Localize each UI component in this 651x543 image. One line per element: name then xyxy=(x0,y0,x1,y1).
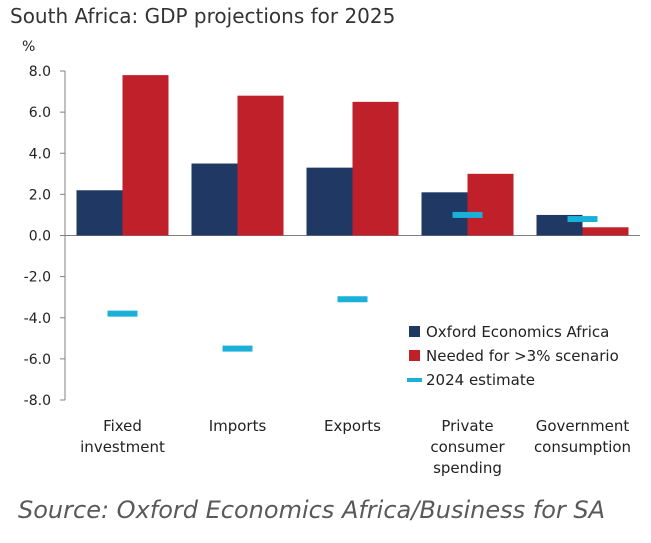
bar-oxford-economics-africa xyxy=(191,163,238,236)
legend-swatch xyxy=(407,378,422,382)
legend: Oxford Economics Africa Needed for >3% sc… xyxy=(407,323,619,389)
y-tick-label: -4.0 xyxy=(24,311,51,327)
category-label-line: Government xyxy=(536,417,630,435)
legend-label: Needed for >3% scenario xyxy=(426,347,619,365)
marker-2024-estimate xyxy=(452,211,483,218)
bars-layer xyxy=(76,75,629,236)
marker-2024-estimate xyxy=(107,310,138,317)
y-tick-label: -2.0 xyxy=(24,270,51,286)
bar-needed-for-3-scenario xyxy=(467,173,514,236)
bar-oxford-economics-africa xyxy=(76,190,123,236)
y-axis-unit: % xyxy=(22,39,35,55)
y-tick-label: -6.0 xyxy=(24,352,51,368)
y-tick-label: 6.0 xyxy=(29,105,51,121)
category-label: Imports xyxy=(209,417,267,435)
category-label-line: Imports xyxy=(209,417,267,435)
marker-2024-estimate xyxy=(567,216,598,223)
y-tick-label: 0.0 xyxy=(29,229,51,245)
category-label: Exports xyxy=(324,417,381,435)
category-label-line: spending xyxy=(433,459,502,477)
legend-label: 2024 estimate xyxy=(426,371,535,389)
y-tick-label: 4.0 xyxy=(29,146,51,162)
chart-source: Source: Oxford Economics Africa/Business… xyxy=(18,496,606,524)
category-label: Private consumer spending xyxy=(430,417,505,477)
category-label: Fixed investment xyxy=(80,417,165,456)
category-label-line: Exports xyxy=(324,417,381,435)
bar-needed-for-3-scenario xyxy=(122,75,169,236)
legend-swatch xyxy=(409,350,420,361)
bar-needed-for-3-scenario xyxy=(237,95,284,236)
category-label: Government consumption xyxy=(534,417,631,456)
labels-layer: Fixed investment Imports Exports Private cons… xyxy=(80,417,631,477)
y-tick-label: 2.0 xyxy=(29,187,51,203)
category-label-line: investment xyxy=(80,438,165,456)
y-tick-label: 8.0 xyxy=(29,64,51,80)
category-label-line: consumer xyxy=(430,438,505,456)
chart-title: South Africa: GDP projections for 2025 xyxy=(10,4,396,28)
legend-label: Oxford Economics Africa xyxy=(426,323,609,341)
category-label-line: Fixed xyxy=(103,417,142,435)
markers-layer xyxy=(107,211,598,352)
bar-needed-for-3-scenario xyxy=(352,101,399,236)
marker-2024-estimate xyxy=(222,345,253,352)
y-tick-label: -8.0 xyxy=(24,393,51,409)
bar-needed-for-3-scenario xyxy=(582,227,629,236)
category-label-line: consumption xyxy=(534,438,631,456)
marker-2024-estimate xyxy=(337,296,368,303)
category-label-line: Private xyxy=(441,417,493,435)
bar-oxford-economics-africa xyxy=(306,167,353,236)
legend-swatch xyxy=(409,326,420,337)
